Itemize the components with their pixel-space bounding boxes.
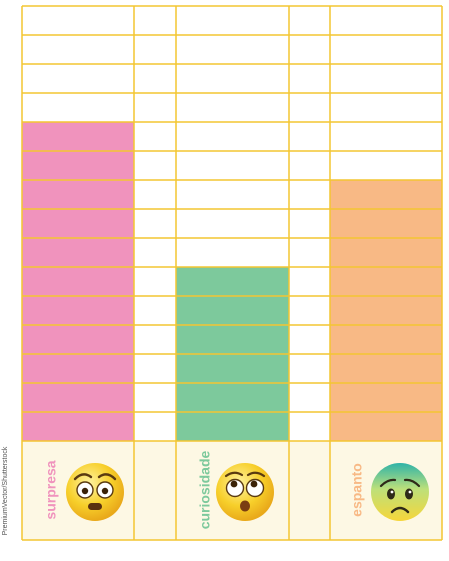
emoji-face <box>371 463 429 521</box>
bar-espanto <box>330 180 442 441</box>
left-pupil <box>81 487 89 495</box>
left-brow <box>379 478 397 488</box>
bar-surpresa <box>22 122 134 441</box>
surprised-face-emoji <box>66 463 124 521</box>
category-label-surpresa: surpresa <box>43 460 59 519</box>
mouth <box>390 506 410 514</box>
anxious-face-emoji <box>371 463 429 521</box>
left-eye <box>387 488 395 500</box>
mouth <box>88 503 102 510</box>
emoji-face <box>216 463 274 521</box>
left-eye-shine <box>390 490 394 494</box>
mouth <box>240 500 250 512</box>
eyes-up-face-emoji <box>216 463 274 521</box>
right-pupil <box>250 480 258 488</box>
right-brow <box>246 471 266 478</box>
left-pupil <box>230 480 238 488</box>
right-eye <box>405 488 413 500</box>
right-pupil <box>101 487 109 495</box>
emoji-face <box>66 463 124 521</box>
category-label-curiosidade: curiosidade <box>197 451 213 530</box>
right-brow <box>403 478 421 488</box>
right-eye-shine <box>408 490 412 494</box>
left-brow <box>224 471 244 478</box>
category-label-espanto: espanto <box>349 463 365 517</box>
photo-credit: PremiumVector/Shutterstock <box>2 446 9 536</box>
left-brow <box>73 473 93 481</box>
right-brow <box>97 473 117 481</box>
